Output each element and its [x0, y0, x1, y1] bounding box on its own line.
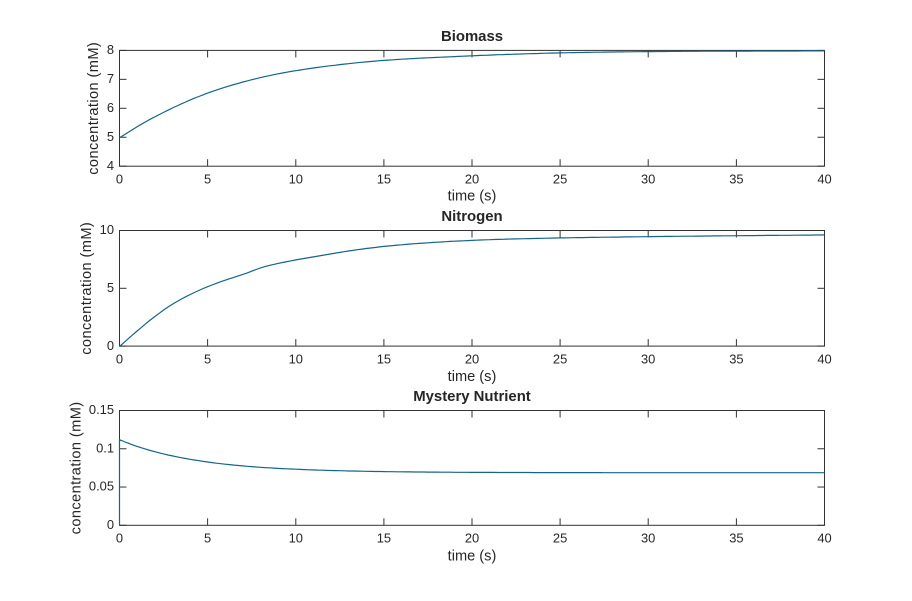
- svg-text:25: 25: [553, 531, 567, 546]
- svg-text:time (s): time (s): [448, 548, 497, 564]
- svg-text:10: 10: [100, 222, 114, 237]
- svg-text:5: 5: [204, 531, 211, 546]
- svg-text:5: 5: [204, 172, 211, 187]
- svg-text:20: 20: [465, 352, 479, 367]
- svg-text:8: 8: [107, 42, 114, 57]
- svg-text:time (s): time (s): [448, 189, 497, 205]
- svg-text:0.15: 0.15: [89, 402, 114, 417]
- svg-text:10: 10: [289, 352, 303, 367]
- svg-text:15: 15: [377, 352, 391, 367]
- svg-text:Mystery Nutrient: Mystery Nutrient: [413, 389, 531, 405]
- svg-text:10: 10: [289, 172, 303, 187]
- svg-text:Biomass: Biomass: [441, 29, 503, 45]
- svg-text:0: 0: [107, 338, 114, 353]
- svg-text:35: 35: [729, 352, 743, 367]
- svg-text:concentration (mM): concentration (mM): [86, 42, 102, 175]
- svg-text:0: 0: [116, 352, 123, 367]
- svg-text:40: 40: [817, 531, 831, 546]
- svg-text:20: 20: [465, 172, 479, 187]
- svg-text:5: 5: [204, 352, 211, 367]
- svg-text:Nitrogen: Nitrogen: [441, 209, 502, 225]
- svg-text:0.1: 0.1: [96, 440, 114, 455]
- svg-text:35: 35: [729, 531, 743, 546]
- svg-text:40: 40: [817, 172, 831, 187]
- svg-text:5: 5: [107, 129, 114, 144]
- svg-text:20: 20: [465, 531, 479, 546]
- svg-text:4: 4: [107, 158, 114, 173]
- svg-text:25: 25: [553, 352, 567, 367]
- svg-text:0: 0: [116, 531, 123, 546]
- svg-text:35: 35: [729, 172, 743, 187]
- svg-text:0.05: 0.05: [89, 479, 114, 494]
- svg-text:25: 25: [553, 172, 567, 187]
- svg-text:10: 10: [289, 531, 303, 546]
- svg-text:6: 6: [107, 100, 114, 115]
- svg-text:concentration (mM): concentration (mM): [69, 401, 85, 534]
- svg-text:30: 30: [641, 352, 655, 367]
- svg-text:5: 5: [107, 280, 114, 295]
- svg-text:15: 15: [377, 531, 391, 546]
- svg-text:30: 30: [641, 172, 655, 187]
- svg-text:15: 15: [377, 172, 391, 187]
- svg-text:40: 40: [817, 352, 831, 367]
- svg-text:7: 7: [107, 71, 114, 86]
- svg-text:time (s): time (s): [448, 369, 497, 385]
- svg-text:concentration (mM): concentration (mM): [79, 222, 95, 355]
- svg-text:0: 0: [107, 517, 114, 532]
- svg-text:30: 30: [641, 531, 655, 546]
- svg-text:0: 0: [116, 172, 123, 187]
